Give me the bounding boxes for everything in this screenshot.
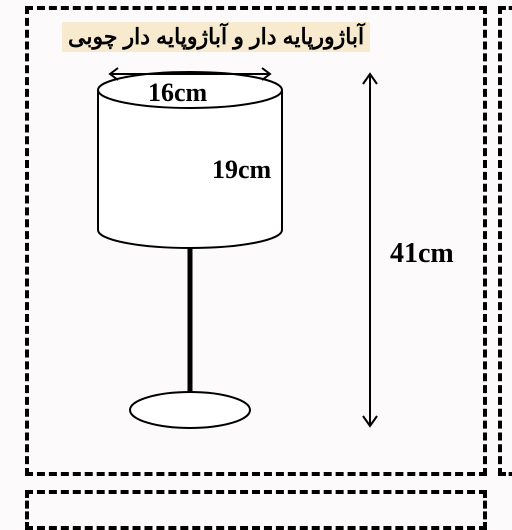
diagram-root: آباژورپایه دار و آباژوپایه دار چوبی 16cm… — [0, 0, 512, 512]
shade-height-label: 19cm — [212, 155, 271, 185]
total-height-label: 41cm — [390, 238, 454, 270]
top-width-label: 16cm — [148, 78, 207, 108]
